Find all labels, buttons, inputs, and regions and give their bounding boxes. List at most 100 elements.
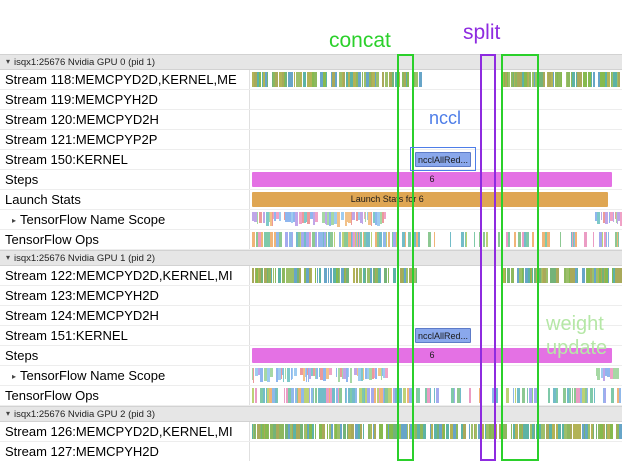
trace-event[interactable] [296,424,299,439]
section-header-row[interactable]: ▾ isqx1:25676 Nvidia GPU 1 (pid 2) [0,250,622,266]
trace-event[interactable] [356,232,357,247]
trace-event[interactable] [270,268,271,283]
trace-event[interactable] [315,388,317,403]
trace-event[interactable] [532,72,534,87]
trace-event[interactable] [316,212,318,222]
trace-event[interactable] [279,212,281,221]
trace-event[interactable] [572,232,573,247]
trace-event[interactable] [371,424,372,439]
trace-event[interactable] [420,424,421,439]
trace-event[interactable] [339,424,340,439]
trace-event[interactable] [457,388,460,403]
trace-event[interactable] [434,232,435,247]
trace-event[interactable] [555,388,556,403]
trace-event[interactable] [308,368,309,382]
trace-event[interactable] [318,232,319,247]
trace-event[interactable] [615,268,618,283]
trace-event[interactable] [573,232,574,247]
trace-event[interactable] [499,424,501,439]
trace-event[interactable] [517,268,519,283]
trace-event[interactable] [613,212,614,222]
trace-event[interactable] [410,268,412,283]
timeline-row[interactable]: Stream 123:MEMCPYH2D [0,286,622,306]
trace-event[interactable] [350,72,353,87]
trace-event[interactable] [587,424,588,439]
trace-event[interactable] [602,268,604,283]
trace-event[interactable] [392,232,393,247]
trace-event[interactable] [355,232,356,247]
trace-event[interactable] [291,72,293,87]
trace-event[interactable] [379,232,382,247]
trace-event[interactable] [322,424,325,439]
trace-event[interactable] [299,268,301,283]
trace-event[interactable] [270,424,273,439]
trace-event[interactable] [346,388,347,403]
trace-event[interactable] [347,424,348,439]
trace-event[interactable] [376,268,378,283]
trace-event[interactable] [582,424,584,439]
trace-event[interactable] [526,232,529,247]
trace-event[interactable] [358,368,361,381]
trace-event[interactable] [260,424,261,439]
trace-event[interactable] [485,424,486,439]
trace-event[interactable] [291,212,293,223]
trace-event[interactable] [526,424,529,439]
timeline-row[interactable]: ▸ TensorFlow Name Scope [0,366,622,386]
trace-event[interactable] [613,72,616,87]
trace-event[interactable] [570,268,573,283]
trace-event[interactable] [343,424,346,439]
trace-event[interactable] [520,72,522,87]
trace-event[interactable] [577,72,580,87]
trace-event[interactable] [414,232,416,247]
trace-event[interactable] [552,268,555,283]
trace-event[interactable] [604,388,606,403]
timeline-row[interactable]: Stream 120:MEMCPYD2H [0,110,622,130]
trace-event[interactable] [308,72,309,87]
trace-event[interactable] [348,212,351,223]
trace-event[interactable] [332,72,335,87]
trace-event[interactable] [383,388,384,403]
trace-event[interactable] [566,268,569,283]
trace-event[interactable] [601,72,602,87]
row-label[interactable]: Stream 126:MEMCPYD2D,KERNEL,MI [0,422,250,441]
trace-event[interactable] [600,72,601,87]
trace-event[interactable] [298,232,300,247]
trace-event[interactable] [296,72,298,87]
trace-event[interactable] [378,368,381,376]
trace-event[interactable] [304,424,306,439]
trace-event[interactable] [355,424,358,439]
timeline-row[interactable]: Stream 127:MEMCPYH2D [0,442,622,461]
trace-event[interactable] [322,212,325,223]
trace-event[interactable] [334,212,337,224]
trace-event[interactable] [605,268,608,283]
trace-event[interactable] [434,388,435,403]
trace-event[interactable] [330,268,332,283]
trace-event[interactable] [363,232,364,247]
trace-event[interactable] [380,212,382,224]
row-label[interactable]: ▾ isqx1:25676 Nvidia GPU 1 (pid 2) [0,251,622,265]
trace-event[interactable] [330,388,332,403]
trace-event[interactable] [514,72,515,87]
trace-event[interactable] [590,388,593,403]
trace-event[interactable] [443,424,445,439]
trace-event[interactable] [273,268,274,283]
trace-event[interactable] [416,232,418,247]
timeline-row[interactable]: Stream 122:MEMCPYD2D,KERNEL,MI [0,266,622,286]
trace-event[interactable] [602,72,605,87]
trace-event[interactable] [372,72,375,87]
trace-event[interactable] [336,388,338,403]
trace-event[interactable] [505,268,506,283]
trace-event[interactable] [304,388,306,403]
trace-event[interactable] [608,232,609,247]
trace-event[interactable] [453,424,456,439]
trace-event[interactable] [254,424,255,439]
trace-event[interactable] [402,232,405,247]
timeline-row[interactable]: TensorFlow Ops [0,386,622,406]
trace-event[interactable] [253,368,254,383]
trace-event[interactable] [478,424,481,439]
timeline-track[interactable]: 6 [250,170,622,189]
expand-icon[interactable]: ▸ [12,372,17,381]
trace-event[interactable] [320,72,323,87]
trace-event[interactable] [320,368,323,380]
trace-event[interactable] [379,424,382,439]
